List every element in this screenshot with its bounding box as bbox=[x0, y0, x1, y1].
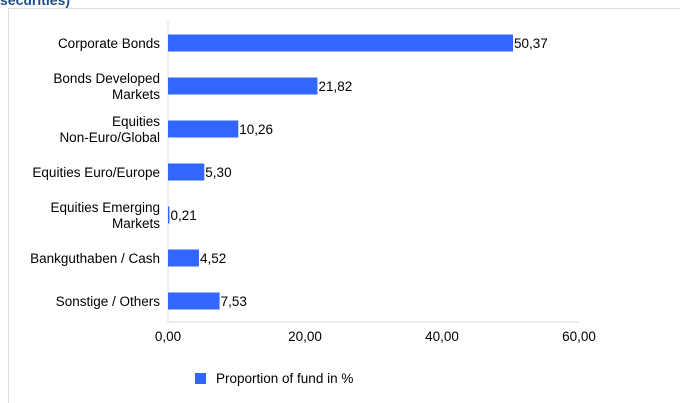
bar bbox=[168, 206, 170, 224]
category-label: Corporate Bonds bbox=[58, 36, 160, 51]
value-label: 50,37 bbox=[514, 36, 548, 51]
category-label: Bonds Developed bbox=[53, 71, 160, 86]
category-label: Markets bbox=[112, 87, 160, 102]
category-label: Equities bbox=[112, 114, 160, 129]
bar bbox=[168, 163, 205, 181]
bar bbox=[168, 292, 220, 310]
value-labels-layer: 50,37 21,82 10,26 5,30 0,21 4,52 7,53 bbox=[170, 36, 547, 309]
category-label: Non-Euro/Global bbox=[59, 130, 160, 145]
x-tick-label: 20,00 bbox=[288, 329, 322, 344]
legend: Proportion of fund in % bbox=[195, 371, 353, 386]
value-label: 10,26 bbox=[239, 122, 273, 137]
bar bbox=[168, 77, 318, 95]
bar bbox=[168, 120, 239, 138]
category-label: Equities Euro/Europe bbox=[32, 165, 160, 180]
value-label: 21,82 bbox=[318, 79, 352, 94]
value-label: 4,52 bbox=[200, 251, 226, 266]
heading-fragment: securities) bbox=[0, 0, 71, 8]
x-tick-label: 40,00 bbox=[425, 329, 459, 344]
value-label: 7,53 bbox=[221, 294, 247, 309]
x-tick-label: 60,00 bbox=[562, 329, 596, 344]
bar bbox=[168, 34, 514, 52]
x-tick-label: 0,00 bbox=[155, 329, 181, 344]
legend-swatch bbox=[195, 373, 206, 384]
bar bbox=[168, 249, 199, 267]
value-label: 0,21 bbox=[170, 208, 196, 223]
category-label: Sonstige / Others bbox=[56, 294, 161, 309]
chart-frame bbox=[8, 8, 680, 403]
category-label: Bankguthaben / Cash bbox=[30, 251, 160, 266]
tick-labels-layer: 0,00 20,00 40,00 60,00 bbox=[155, 329, 596, 344]
value-label: 5,30 bbox=[205, 165, 231, 180]
legend-label: Proportion of fund in % bbox=[216, 371, 353, 386]
category-label: Markets bbox=[112, 216, 160, 231]
category-label: Equities Emerging bbox=[50, 200, 160, 215]
bars-layer bbox=[168, 34, 514, 310]
